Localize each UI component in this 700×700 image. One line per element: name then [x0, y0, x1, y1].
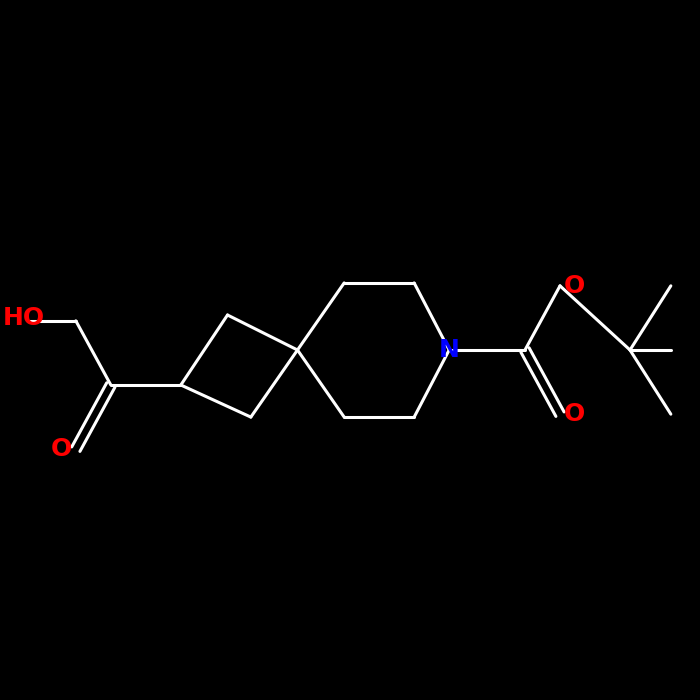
Text: O: O [50, 438, 72, 461]
Text: HO: HO [2, 306, 44, 330]
Text: O: O [564, 402, 585, 426]
Text: O: O [564, 274, 585, 298]
Text: N: N [439, 338, 460, 362]
